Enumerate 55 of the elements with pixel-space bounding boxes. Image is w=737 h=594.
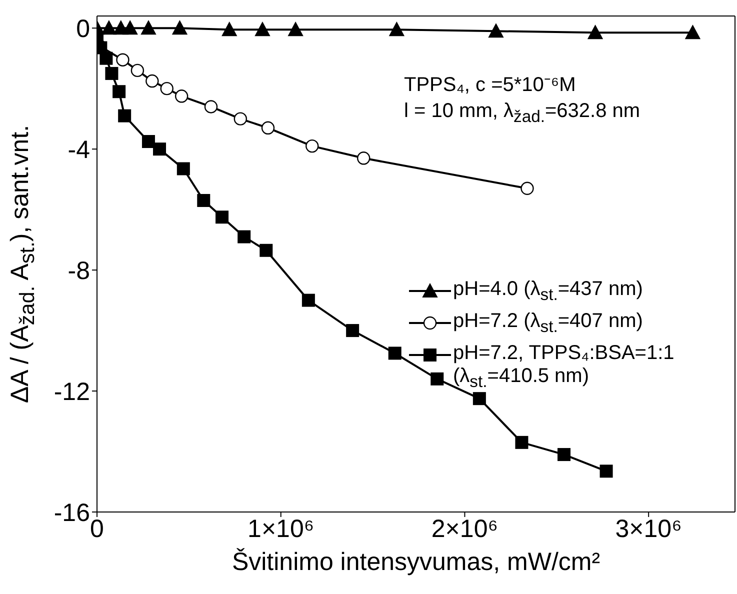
legend-label: pH=4.0 (λ$_{st.}$=437 nm) [453,278,643,306]
point [520,182,534,195]
point [222,22,237,36]
point [116,53,130,66]
point [142,135,155,148]
point [261,121,275,134]
point [472,392,486,406]
point [515,436,528,449]
point [357,152,370,165]
legend-label: pH=7.2 (λ$_{st.}$=407 nm) [453,310,643,338]
point [118,109,132,122]
point [100,52,113,65]
point [105,66,118,80]
point [302,294,315,307]
annotation: l = 10 mm, λ$_{žad.}$=632.8 nm [404,99,640,128]
point [430,372,444,386]
point [389,22,404,36]
point [346,324,360,338]
point [558,448,571,462]
y-tick-label: -4 [68,136,90,164]
point [130,64,144,78]
point [174,90,188,103]
x-axis-title: Švitinimo intensyvumas, mW/cm² [230,548,602,577]
point [140,20,156,35]
point [153,142,166,156]
point [488,24,504,38]
point [600,464,613,478]
point [388,346,402,360]
point [197,194,210,207]
legend-label: pH=7.2, TPPS₄:BSA=1:1 (λ$_{st.}$=410.5 nm) [453,342,676,393]
point [238,230,251,244]
point [101,20,116,35]
point [288,22,304,36]
point [122,20,138,35]
point [254,22,270,36]
point [160,82,174,96]
x-tick-label: 3×10⁶ [615,514,682,543]
point [204,100,218,114]
point [306,139,319,153]
x-tick-label: 1×10⁶ [248,514,314,543]
y-tick-label: -16 [54,498,90,527]
point [172,20,188,35]
point [685,25,700,40]
point [216,210,229,224]
y-tick-label: 0 [76,14,90,43]
point [146,74,159,88]
x-tick-label: 2×10⁶ [431,514,498,543]
y-tick-label: -8 [68,256,90,285]
y-tick-label: -12 [54,378,90,406]
point [234,112,248,126]
point [588,25,603,40]
annotation: TPPS₄, c =5*10⁻⁶M [404,73,577,98]
point [176,162,190,176]
point [112,85,126,98]
point [260,244,273,257]
